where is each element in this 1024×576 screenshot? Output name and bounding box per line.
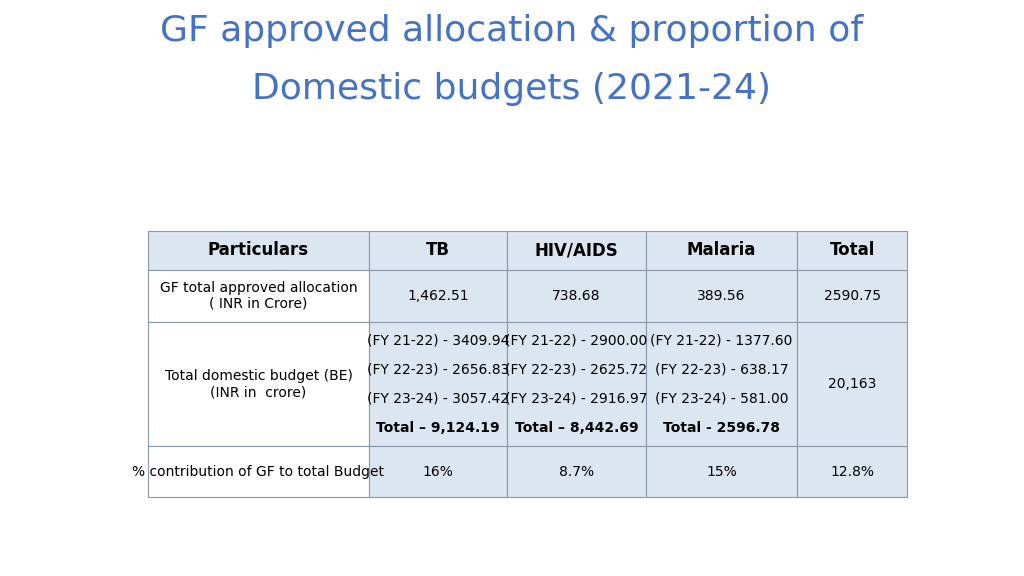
Text: (FY 22-23) - 2656.83: (FY 22-23) - 2656.83 <box>367 362 510 376</box>
FancyBboxPatch shape <box>645 270 797 322</box>
FancyBboxPatch shape <box>370 322 507 446</box>
Text: 738.68: 738.68 <box>552 289 601 303</box>
Text: Particulars: Particulars <box>208 241 309 259</box>
FancyBboxPatch shape <box>507 322 645 446</box>
Text: (FY 23-24) - 581.00: (FY 23-24) - 581.00 <box>654 392 788 406</box>
Text: (FY 22-23) - 638.17: (FY 22-23) - 638.17 <box>654 362 788 376</box>
Text: 16%: 16% <box>423 465 454 479</box>
Text: (FY 23-24) - 3057.42: (FY 23-24) - 3057.42 <box>368 392 509 406</box>
Text: GF total approved allocation
( INR in Crore): GF total approved allocation ( INR in Cr… <box>160 281 357 311</box>
Text: Total – 8,442.69: Total – 8,442.69 <box>515 421 638 435</box>
Text: Total domestic budget (BE)
(INR in  crore): Total domestic budget (BE) (INR in crore… <box>165 369 352 399</box>
FancyBboxPatch shape <box>147 446 370 497</box>
Text: Total: Total <box>829 241 874 259</box>
Text: Total – 9,124.19: Total – 9,124.19 <box>377 421 500 435</box>
FancyBboxPatch shape <box>797 270 907 322</box>
FancyBboxPatch shape <box>370 446 507 497</box>
Text: HIV/AIDS: HIV/AIDS <box>535 241 618 259</box>
FancyBboxPatch shape <box>147 270 370 322</box>
FancyBboxPatch shape <box>645 322 797 446</box>
Text: (FY 23-24) - 2916.97: (FY 23-24) - 2916.97 <box>505 392 648 406</box>
FancyBboxPatch shape <box>507 270 645 322</box>
Text: 389.56: 389.56 <box>697 289 745 303</box>
FancyBboxPatch shape <box>645 446 797 497</box>
Text: (FY 21-22) - 1377.60: (FY 21-22) - 1377.60 <box>650 333 793 347</box>
Text: Total - 2596.78: Total - 2596.78 <box>663 421 780 435</box>
FancyBboxPatch shape <box>797 231 907 270</box>
Text: GF approved allocation & proportion of: GF approved allocation & proportion of <box>161 14 863 48</box>
Text: (FY 21-22) - 3409.94: (FY 21-22) - 3409.94 <box>367 333 510 347</box>
FancyBboxPatch shape <box>370 231 507 270</box>
FancyBboxPatch shape <box>797 322 907 446</box>
Text: 12.8%: 12.8% <box>830 465 874 479</box>
FancyBboxPatch shape <box>645 231 797 270</box>
Text: 20,163: 20,163 <box>828 377 877 391</box>
Text: 2590.75: 2590.75 <box>823 289 881 303</box>
FancyBboxPatch shape <box>147 231 370 270</box>
FancyBboxPatch shape <box>507 446 645 497</box>
Text: (FY 21-22) - 2900.00: (FY 21-22) - 2900.00 <box>506 333 647 347</box>
FancyBboxPatch shape <box>147 322 370 446</box>
Text: % contribution of GF to total Budget: % contribution of GF to total Budget <box>132 465 384 479</box>
Text: 8.7%: 8.7% <box>559 465 594 479</box>
FancyBboxPatch shape <box>370 270 507 322</box>
Text: 1,462.51: 1,462.51 <box>408 289 469 303</box>
Text: 15%: 15% <box>706 465 736 479</box>
Text: TB: TB <box>426 241 451 259</box>
FancyBboxPatch shape <box>507 231 645 270</box>
Text: (FY 22-23) - 2625.72: (FY 22-23) - 2625.72 <box>506 362 647 376</box>
FancyBboxPatch shape <box>797 446 907 497</box>
Text: Malaria: Malaria <box>687 241 756 259</box>
Text: Domestic budgets (2021-24): Domestic budgets (2021-24) <box>253 72 771 106</box>
